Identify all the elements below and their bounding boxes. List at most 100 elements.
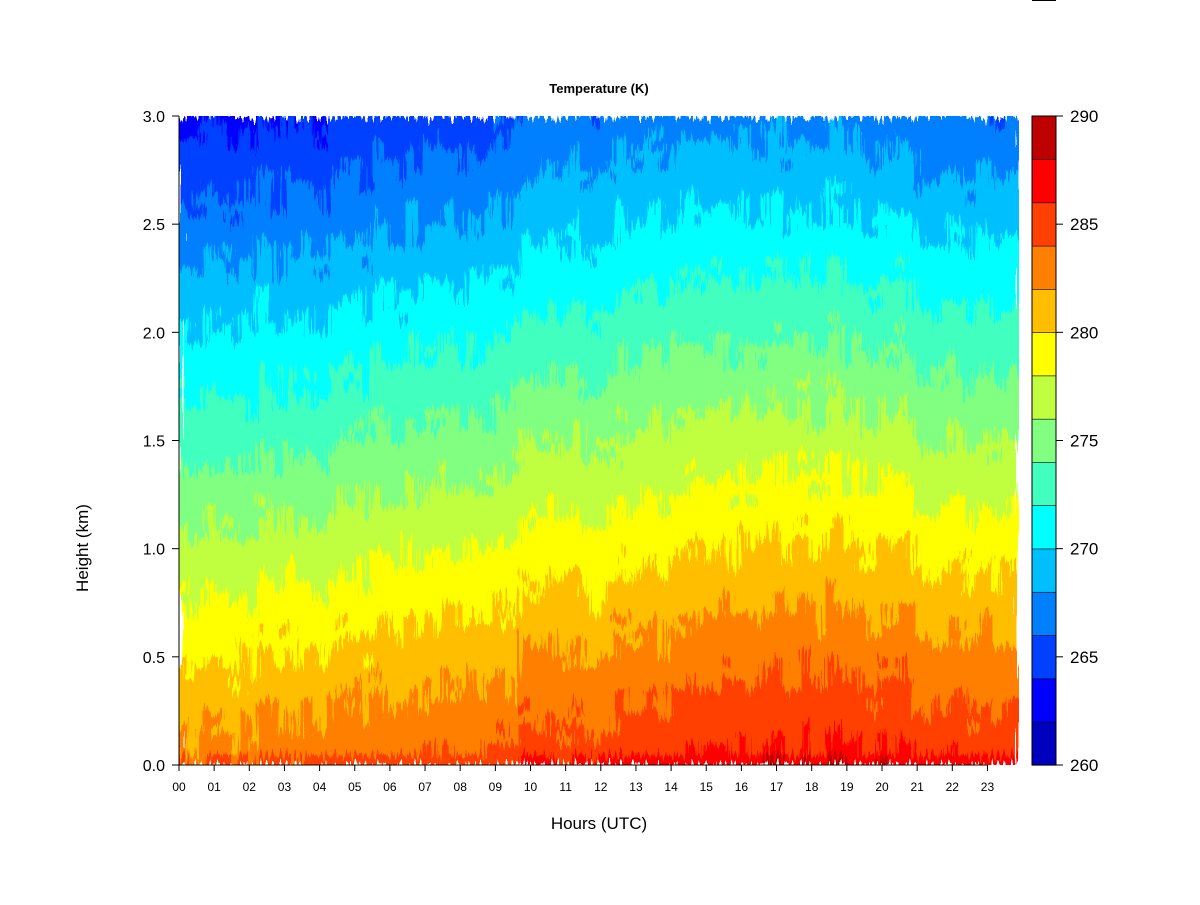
heatmap-cell bbox=[284, 591, 294, 604]
heatmap-cell bbox=[756, 375, 766, 388]
heatmap-cell bbox=[179, 234, 189, 247]
heatmap-cell bbox=[345, 548, 355, 561]
heatmap-cell bbox=[537, 332, 548, 344]
heatmap-cell bbox=[266, 170, 276, 182]
heatmap-cell bbox=[835, 429, 845, 442]
heatmap-cell bbox=[642, 700, 653, 712]
heatmap-cell bbox=[397, 743, 408, 755]
heatmap-cell bbox=[275, 321, 285, 333]
heatmap-cell bbox=[809, 310, 819, 323]
heatmap-cell bbox=[564, 408, 574, 420]
heatmap-cell bbox=[809, 721, 819, 734]
heatmap-cell bbox=[695, 667, 705, 680]
heatmap-cell bbox=[774, 646, 784, 658]
heatmap-cell bbox=[397, 721, 408, 734]
heatmap-cell bbox=[319, 527, 329, 539]
heatmap-cell bbox=[756, 678, 766, 690]
heatmap-cell bbox=[319, 462, 329, 474]
heatmap-cell bbox=[380, 700, 390, 712]
heatmap-cell bbox=[319, 343, 329, 355]
heatmap-cell bbox=[712, 451, 723, 463]
heatmap-cell bbox=[345, 505, 355, 517]
heatmap-cell bbox=[564, 591, 574, 604]
heatmap-cell bbox=[467, 602, 478, 615]
heatmap-cell bbox=[634, 656, 644, 669]
heatmap-cell bbox=[179, 548, 189, 561]
heatmap-cell bbox=[861, 635, 871, 647]
heatmap-cell bbox=[721, 505, 731, 517]
heatmap-cell bbox=[424, 375, 434, 388]
heatmap-cell bbox=[240, 321, 250, 333]
heatmap-cell bbox=[502, 148, 513, 160]
heatmap-cell bbox=[301, 462, 311, 474]
heatmap-cell bbox=[607, 451, 618, 463]
heatmap-cell bbox=[459, 321, 469, 333]
heatmap-cell bbox=[406, 299, 416, 312]
heatmap-cell bbox=[222, 689, 233, 701]
heatmap-cell bbox=[607, 310, 618, 323]
heatmap-cell bbox=[625, 191, 635, 204]
heatmap-cell bbox=[231, 364, 241, 377]
heatmap-cell bbox=[791, 116, 801, 128]
heatmap-cell bbox=[599, 289, 609, 301]
heatmap-cell bbox=[782, 635, 793, 647]
heatmap-cell bbox=[581, 462, 591, 474]
heatmap-cell bbox=[896, 137, 906, 150]
heatmap-cell bbox=[896, 148, 906, 160]
heatmap-cell bbox=[572, 245, 583, 258]
heatmap-cell bbox=[424, 505, 434, 517]
heatmap-cell bbox=[354, 667, 364, 680]
heatmap-cell bbox=[695, 505, 705, 517]
heatmap-cell bbox=[257, 548, 268, 561]
heatmap-cell bbox=[747, 624, 758, 636]
heatmap-cell bbox=[187, 667, 198, 680]
heatmap-cell bbox=[879, 180, 889, 193]
heatmap-cell bbox=[397, 635, 408, 647]
heatmap-cell bbox=[222, 624, 233, 636]
heatmap-cell bbox=[205, 754, 215, 765]
heatmap-cell bbox=[397, 667, 408, 680]
heatmap-cell bbox=[634, 559, 644, 571]
heatmap-cell bbox=[231, 440, 241, 452]
heatmap-cell bbox=[537, 137, 548, 150]
heatmap-cell bbox=[485, 202, 495, 214]
heatmap-cell bbox=[835, 234, 845, 247]
heatmap-cell bbox=[774, 527, 784, 539]
heatmap-cell bbox=[695, 386, 705, 398]
heatmap-cell bbox=[511, 516, 521, 528]
heatmap-cell bbox=[380, 245, 390, 258]
heatmap-cell bbox=[520, 721, 530, 734]
heatmap-cell bbox=[870, 267, 880, 279]
heatmap-cell bbox=[362, 689, 373, 701]
heatmap-cell bbox=[249, 548, 259, 561]
heatmap-cell bbox=[389, 656, 399, 669]
heatmap-cell bbox=[537, 754, 548, 765]
heatmap-cell bbox=[537, 202, 548, 214]
heatmap-cell bbox=[415, 397, 425, 409]
heatmap-cell bbox=[852, 689, 863, 701]
heatmap-cell bbox=[196, 494, 206, 506]
heatmap-cell bbox=[896, 505, 906, 517]
heatmap-cell bbox=[424, 148, 434, 160]
heatmap-cell bbox=[389, 505, 399, 517]
heatmap-cell bbox=[730, 710, 740, 723]
heatmap-cell bbox=[564, 343, 574, 355]
heatmap-cell bbox=[502, 364, 513, 377]
heatmap-cell bbox=[747, 721, 758, 734]
heatmap-cell bbox=[187, 451, 198, 463]
heatmap-cell bbox=[275, 310, 285, 323]
heatmap-cell bbox=[765, 527, 775, 539]
heatmap-cell bbox=[677, 310, 688, 323]
heatmap-cell bbox=[721, 581, 731, 593]
heatmap-cell bbox=[336, 678, 346, 690]
heatmap-cell bbox=[782, 591, 793, 604]
heatmap-cell bbox=[371, 375, 381, 388]
heatmap-cell bbox=[485, 440, 495, 452]
heatmap-cell bbox=[835, 624, 845, 636]
heatmap-cell bbox=[485, 321, 495, 333]
heatmap-cell bbox=[301, 581, 311, 593]
heatmap-cell bbox=[581, 656, 591, 669]
heatmap-cell bbox=[389, 624, 399, 636]
heatmap-cell bbox=[721, 148, 731, 160]
heatmap-cell bbox=[800, 353, 810, 366]
